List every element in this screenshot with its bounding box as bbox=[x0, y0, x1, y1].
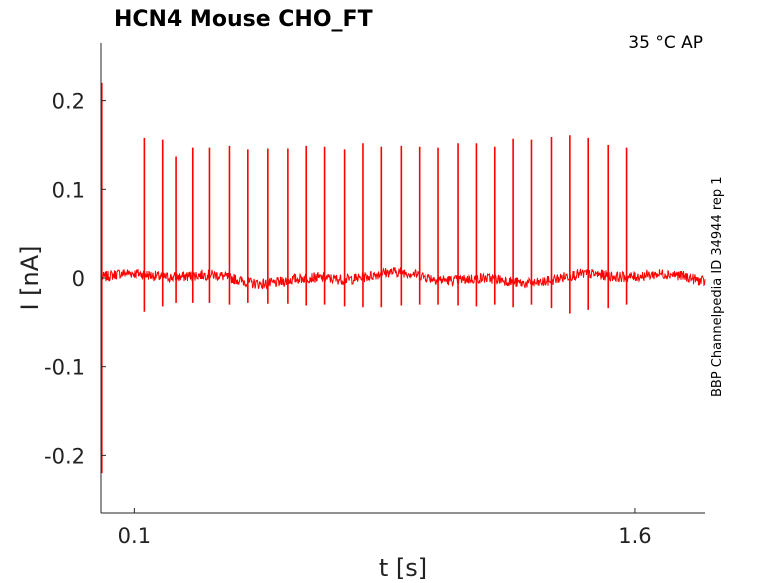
x-axis-ticks: 0.1 1.6 bbox=[118, 508, 652, 548]
y-axis-label: I [nA] bbox=[16, 245, 44, 310]
x-tick-label: 1.6 bbox=[618, 524, 651, 548]
x-tick-label: 0.1 bbox=[118, 524, 151, 548]
x-axis-label: t [s] bbox=[379, 554, 427, 582]
y-tick-label: -0.2 bbox=[44, 444, 85, 468]
chart-title: HCN4 Mouse CHO_FT bbox=[114, 7, 373, 32]
trace-baseline bbox=[101, 267, 706, 290]
chart-annotation: 35 °C AP bbox=[628, 33, 703, 53]
side-label: BBP Channelpedia ID 34944 rep 1 bbox=[710, 176, 725, 397]
y-tick-label: -0.1 bbox=[44, 356, 85, 380]
y-axis-ticks: 0.2 0.1 0 -0.1 -0.2 bbox=[44, 90, 106, 468]
y-tick-label: 0 bbox=[72, 267, 85, 291]
y-tick-label: 0.2 bbox=[52, 90, 85, 114]
y-tick-label: 0.1 bbox=[52, 178, 85, 202]
plot-area bbox=[101, 82, 706, 474]
